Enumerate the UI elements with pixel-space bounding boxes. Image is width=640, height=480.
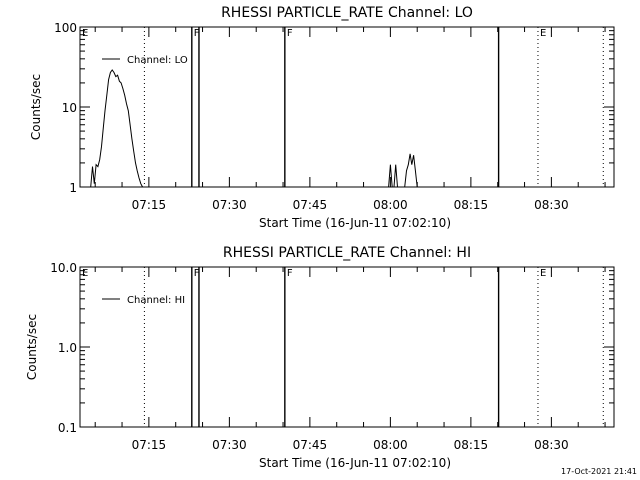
x-tick-label: 08:15 [454,198,489,212]
chart-title: RHESSI PARTICLE_RATE Channel: LO [221,5,473,21]
annotation-label: E [540,268,546,279]
y-tick-label: 100 [54,21,77,35]
x-tick-label: 07:15 [132,198,167,212]
x-tick-label: 08:15 [454,438,489,452]
chart-panel-1: RHESSI PARTICLE_RATE Channel: LO Start Ti… [29,5,615,230]
x-tick-label: 08:30 [534,198,569,212]
plot-frame [79,26,615,188]
legend-label: Channel: HI [127,295,185,306]
x-tick-label: 08:30 [534,438,569,452]
chart-panel-2: RHESSI PARTICLE_RATE Channel: HI Start Ti… [25,245,615,470]
annotation-label: F [194,28,200,39]
x-tick-label: 07:30 [212,198,247,212]
x-tick-label: 07:45 [293,438,328,452]
x-axis-label: Start Time (16-Jun-11 07:02:10) [259,456,451,470]
chart-title: RHESSI PARTICLE_RATE Channel: HI [223,245,471,261]
y-axis-label: Counts/sec [29,74,43,140]
y-axis-label: Counts/sec [25,314,39,380]
legend-label: Channel: LO [127,55,188,66]
y-tick-label: 10.0 [50,261,77,275]
y-tick-label: 0.1 [58,421,77,435]
annotation-label: F [287,268,293,279]
x-tick-label: 07:45 [293,198,328,212]
timestamp-stamp: 17-Oct-2021 21:41 [561,467,637,476]
annotation-label: F [194,268,200,279]
x-tick-label: 07:15 [132,438,167,452]
annotation-label: F [287,28,293,39]
y-tick-label: 1.0 [58,341,77,355]
annotation-label: E [540,28,546,39]
y-tick-label: 10 [62,101,77,115]
x-tick-label: 08:00 [373,438,408,452]
series-line-1 [90,69,146,188]
y-tick-label: 1 [69,181,77,195]
x-tick-label: 07:30 [212,438,247,452]
annotation-label: E [82,28,88,39]
series-line-2 [388,153,418,188]
x-tick-label: 08:00 [373,198,408,212]
annotation-label: E [82,268,88,279]
plot-frame [79,266,615,428]
x-axis-label: Start Time (16-Jun-11 07:02:10) [259,216,451,230]
